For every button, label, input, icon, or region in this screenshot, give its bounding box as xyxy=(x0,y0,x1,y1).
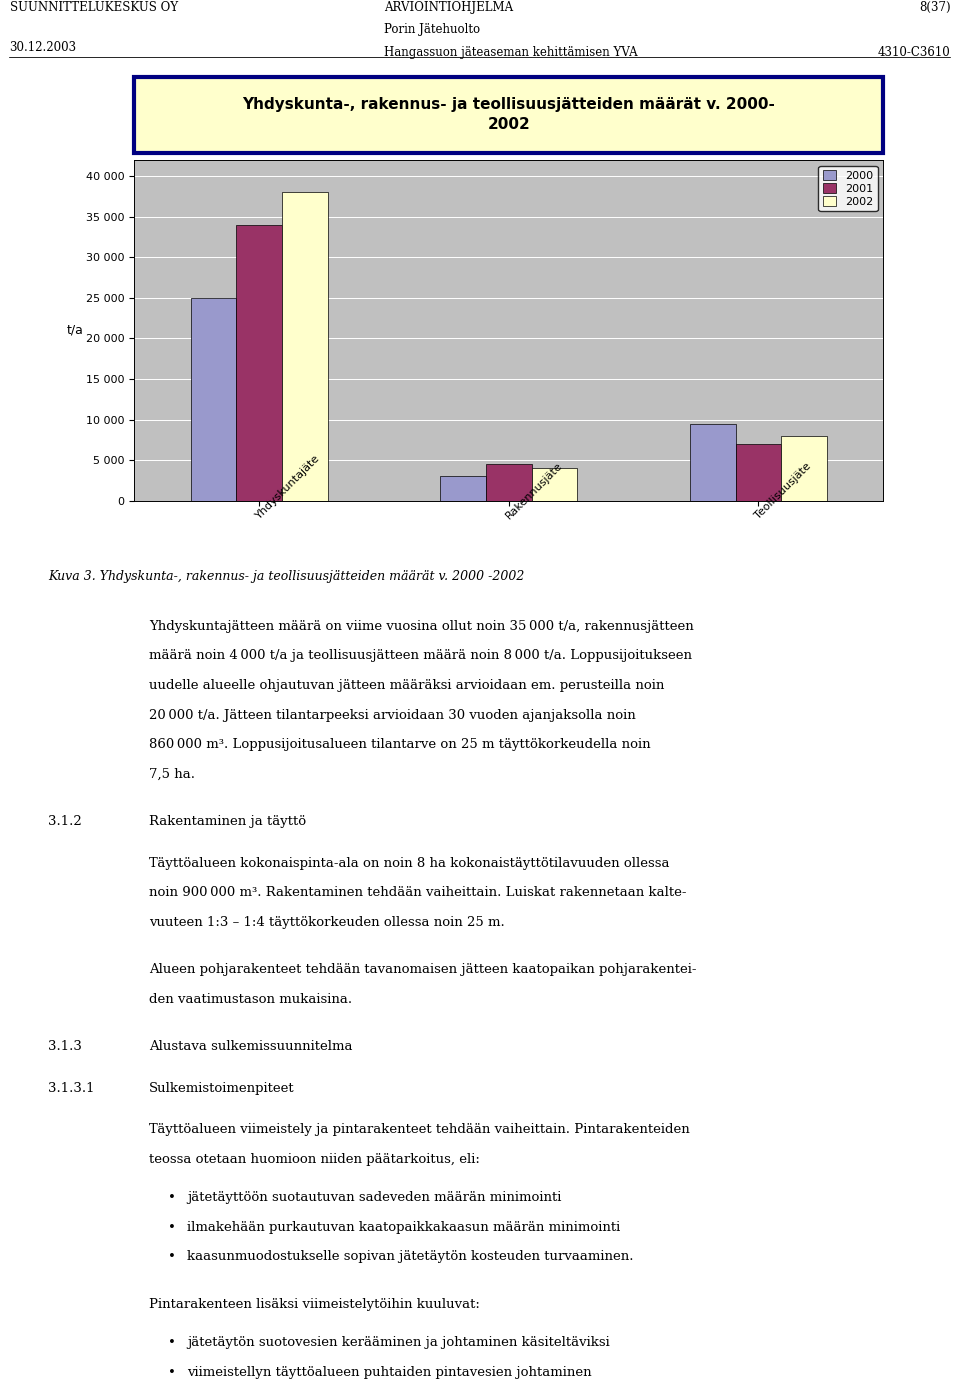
Bar xyxy=(236,225,282,501)
Text: Yhdyskuntajäte: Yhdyskuntajäte xyxy=(254,453,323,522)
Text: Alueen pohjarakenteet tehdään tavanomaisen jätteen kaatopaikan pohjarakentei-: Alueen pohjarakenteet tehdään tavanomais… xyxy=(149,963,696,976)
Text: Täyttöalueen kokonaispinta-ala on noin 8 ha kokonaistäyttötilavuuden ollessa: Täyttöalueen kokonaispinta-ala on noin 8… xyxy=(149,857,669,869)
Text: Sulkemistoimenpiteet: Sulkemistoimenpiteet xyxy=(149,1082,295,1095)
Text: 860 000 m³. Loppusijoitusalueen tilantarve on 25 m täyttökorkeudella noin: 860 000 m³. Loppusijoitusalueen tilantar… xyxy=(149,739,651,751)
Text: SUUNNITTELUKESKUS OY: SUUNNITTELUKESKUS OY xyxy=(10,1,178,14)
Text: 8(37): 8(37) xyxy=(919,1,950,14)
Text: •: • xyxy=(168,1251,176,1263)
Text: määrä noin 4 000 t/a ja teollisuusjätteen määrä noin 8 000 t/a. Loppusijoituksee: määrä noin 4 000 t/a ja teollisuusjättee… xyxy=(149,650,692,662)
Text: Alustava sulkemissuunnitelma: Alustava sulkemissuunnitelma xyxy=(149,1040,352,1053)
Text: •: • xyxy=(168,1191,176,1205)
Bar xyxy=(781,435,828,501)
Text: Rakennusjäte: Rakennusjäte xyxy=(504,460,564,522)
Text: Yhdyskuntajätteen määrä on viime vuosina ollut noin 35 000 t/a, rakennusjätteen: Yhdyskuntajätteen määrä on viime vuosina… xyxy=(149,620,693,633)
Text: 7,5 ha.: 7,5 ha. xyxy=(149,768,195,780)
Text: 3.1.3: 3.1.3 xyxy=(48,1040,82,1053)
Text: Yhdyskunta-, rakennus- ja teollisuusjätteiden määrät v. 2000-
2002: Yhdyskunta-, rakennus- ja teollisuusjätt… xyxy=(242,97,776,132)
Text: •: • xyxy=(168,1337,176,1349)
Text: teossa otetaan huomioon niiden päätarkoitus, eli:: teossa otetaan huomioon niiden päätarkoi… xyxy=(149,1153,480,1166)
Bar xyxy=(441,476,486,501)
Text: •: • xyxy=(168,1366,176,1378)
Bar xyxy=(191,298,236,501)
Text: uudelle alueelle ohjautuvan jätteen määräksi arvioidaan em. perusteilla noin: uudelle alueelle ohjautuvan jätteen määr… xyxy=(149,679,664,693)
Text: Täyttöalueen viimeistely ja pintarakenteet tehdään vaiheittain. Pintarakenteiden: Täyttöalueen viimeistely ja pintarakente… xyxy=(149,1123,689,1136)
Text: den vaatimustason mukaisina.: den vaatimustason mukaisina. xyxy=(149,993,352,1006)
Text: Teollisuusjäte: Teollisuusjäte xyxy=(754,462,813,522)
Text: kaasunmuodostukselle sopivan jätetäytön kosteuden turvaaminen.: kaasunmuodostukselle sopivan jätetäytön … xyxy=(187,1251,634,1263)
Text: •: • xyxy=(168,1221,176,1234)
Text: ilmakehään purkautuvan kaatopaikkakaasun määrän minimointi: ilmakehään purkautuvan kaatopaikkakaasun… xyxy=(187,1221,620,1234)
Text: Pintarakenteen lisäksi viimeistelytöihin kuuluvat:: Pintarakenteen lisäksi viimeistelytöihin… xyxy=(149,1298,480,1310)
Text: viimeistellyn täyttöalueen puhtaiden pintavesien johtaminen: viimeistellyn täyttöalueen puhtaiden pin… xyxy=(187,1366,591,1378)
Text: 30.12.2003: 30.12.2003 xyxy=(10,40,77,54)
Text: Kuva 3. Yhdyskunta-, rakennus- ja teollisuusjätteiden määrät v. 2000 -2002: Kuva 3. Yhdyskunta-, rakennus- ja teolli… xyxy=(48,570,524,583)
Text: Porin Jätehuolto: Porin Jätehuolto xyxy=(384,24,480,36)
Text: vuuteen 1:3 – 1:4 täyttökorkeuden ollessa noin 25 m.: vuuteen 1:3 – 1:4 täyttökorkeuden olless… xyxy=(149,915,505,929)
Legend: 2000, 2001, 2002: 2000, 2001, 2002 xyxy=(818,166,877,211)
Text: Rakentaminen ja täyttö: Rakentaminen ja täyttö xyxy=(149,815,306,828)
Bar xyxy=(282,192,328,501)
Text: jätetäyttöön suotautuvan sadeveden määrän minimointi: jätetäyttöön suotautuvan sadeveden määrä… xyxy=(187,1191,562,1205)
Text: jätetäytön suotovesien kerääminen ja johtaminen käsiteltäviksi: jätetäytön suotovesien kerääminen ja joh… xyxy=(187,1337,610,1349)
Y-axis label: t/a: t/a xyxy=(66,324,84,337)
Text: 3.1.3.1: 3.1.3.1 xyxy=(48,1082,94,1095)
Text: noin 900 000 m³. Rakentaminen tehdään vaiheittain. Luiskat rakennetaan kalte-: noin 900 000 m³. Rakentaminen tehdään va… xyxy=(149,886,686,899)
Bar xyxy=(735,444,781,501)
Bar xyxy=(532,469,578,501)
Bar xyxy=(690,424,735,501)
Text: Hangassuon jäteaseman kehittämisen YVA: Hangassuon jäteaseman kehittämisen YVA xyxy=(384,46,637,58)
Text: 20 000 t/a. Jätteen tilantarpeeksi arvioidaan 30 vuoden ajanjaksolla noin: 20 000 t/a. Jätteen tilantarpeeksi arvio… xyxy=(149,708,636,722)
FancyBboxPatch shape xyxy=(134,77,883,153)
Text: 4310-C3610: 4310-C3610 xyxy=(877,46,950,58)
Text: ARVIOINTIOHJELMA: ARVIOINTIOHJELMA xyxy=(384,1,514,14)
Text: 3.1.2: 3.1.2 xyxy=(48,815,82,828)
Bar xyxy=(486,465,532,501)
